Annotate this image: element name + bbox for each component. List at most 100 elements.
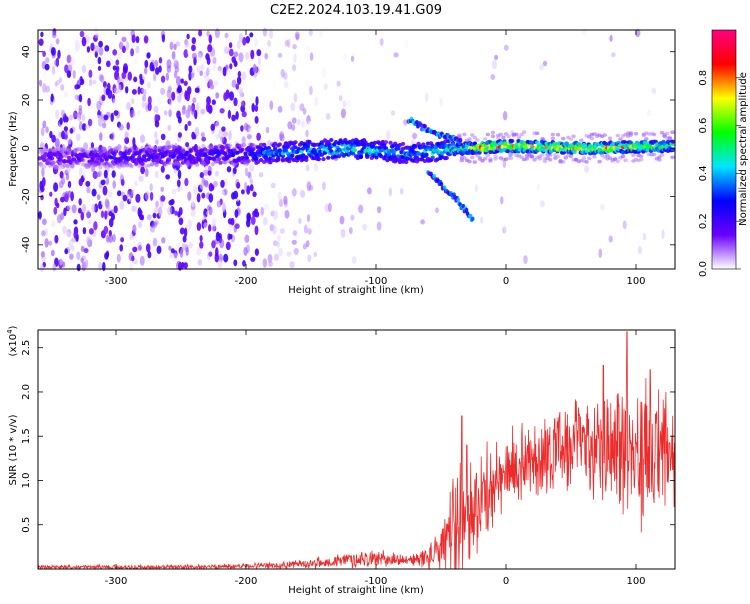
- spectrogram-cell: [166, 59, 172, 69]
- spectrogram-cell: [171, 188, 177, 195]
- spectrogram-cell: [350, 55, 355, 62]
- spectrogram-cell: [628, 140, 633, 145]
- spectrogram-cell: [70, 164, 75, 169]
- spectrogram-cell: [119, 244, 124, 252]
- y-tick-label: 2.0: [21, 384, 32, 400]
- spectrogram-cell: [238, 87, 244, 94]
- spectrogram-cell: [153, 207, 160, 213]
- spectrogram-cell: [400, 141, 406, 146]
- spectrogram-cell: [561, 160, 566, 164]
- spectrogram-cell: [57, 93, 63, 103]
- spectrogram-cell: [444, 156, 449, 160]
- spectrogram-cell: [297, 118, 301, 126]
- spectrogram-cell: [210, 123, 216, 131]
- spectrogram-cell: [628, 133, 633, 137]
- spectrogram-cell: [404, 39, 409, 50]
- spectrogram-cell: [470, 216, 475, 221]
- spectrogram-cell: [191, 52, 197, 60]
- snr-background: [38, 330, 675, 569]
- spectrogram-cell: [602, 133, 607, 137]
- spectrogram-cell: [187, 120, 192, 127]
- spectrogram-cell: [208, 193, 214, 203]
- spectrogram-cell: [247, 171, 251, 179]
- spectrogram-cell: [269, 100, 274, 110]
- spectrogram-cell: [388, 140, 393, 145]
- spectrogram-cell: [245, 51, 250, 60]
- spectrogram-cell: [234, 209, 239, 218]
- spectrogram-cell: [97, 56, 102, 65]
- colorbar-gradient: [711, 29, 737, 270]
- spectrogram-cell: [88, 69, 93, 78]
- spectrogram-cell: [175, 242, 180, 250]
- spectrogram-cell: [529, 154, 535, 158]
- spectrogram-cell: [215, 120, 221, 129]
- spectrogram-cell: [376, 206, 382, 214]
- spectrogram-cell: [272, 240, 278, 247]
- spectrogram-cell: [62, 225, 67, 234]
- spectrogram-cell: [470, 133, 475, 137]
- spectrogram-cell: [490, 130, 496, 135]
- spectrogram-cell: [306, 181, 312, 192]
- colorbar-label: Normalized spectral amplitude: [738, 72, 749, 226]
- spectrogram-cell: [254, 225, 259, 236]
- spectrogram-cell: [254, 104, 259, 112]
- spectrogram-cell: [199, 70, 203, 77]
- spectrogram-cell: [180, 78, 185, 84]
- spectrogram-cell: [81, 36, 87, 47]
- spectrogram-cell: [118, 84, 122, 94]
- spectrogram-cell: [250, 256, 256, 262]
- spectrogram-cell: [78, 178, 83, 187]
- spectrogram-cell: [210, 184, 215, 191]
- spectrogram-cell: [184, 178, 189, 187]
- spectrogram-cell: [234, 223, 240, 229]
- spectrogram-cell: [233, 259, 238, 267]
- spectrogram-cell: [284, 186, 289, 196]
- y-tick-label: -20: [21, 188, 32, 204]
- spectrogram-cell: [309, 52, 314, 61]
- spectrogram-cell: [277, 191, 282, 201]
- spectrogram-cell: [112, 65, 117, 71]
- spectrogram-cell: [490, 134, 496, 138]
- spectrogram-cell: [622, 220, 627, 230]
- spectrogram-cell: [228, 48, 234, 57]
- spectrogram-cell: [412, 132, 418, 140]
- spectrogram-cell: [62, 192, 68, 198]
- spectrogram-cell: [149, 225, 156, 233]
- spectrogram-cell: [66, 70, 72, 79]
- spectrogram-cell: [201, 136, 207, 142]
- spectrogram-cell: [51, 65, 56, 75]
- spectrogram-cell: [243, 181, 248, 191]
- spectrogram-cell: [105, 235, 110, 243]
- spectrogram-cell: [424, 92, 429, 103]
- spectrogram-cell: [496, 135, 501, 140]
- spectrogram-cell: [96, 194, 101, 200]
- spectrogram-cell: [293, 167, 297, 174]
- spectrogram-cell: [254, 116, 259, 124]
- spectrogram-cell: [154, 139, 159, 145]
- spectrogram-cell: [177, 163, 183, 168]
- spectrogram-cell: [92, 79, 97, 85]
- spectrogram-cell: [659, 153, 665, 157]
- spectrogram-cell: [502, 160, 507, 168]
- spectrogram-cell: [190, 208, 196, 218]
- spectrogram-cell: [166, 160, 172, 165]
- x-tick-label: -100: [365, 276, 388, 287]
- spectrogram-frame: [37, 29, 676, 270]
- spectrogram-cell: [190, 236, 195, 244]
- spectrogram-cell: [419, 122, 423, 128]
- spectrogram-cell: [199, 182, 205, 190]
- spectrogram-cell: [539, 64, 544, 71]
- spectrogram-cell: [542, 60, 548, 67]
- spectrogram-cell: [133, 76, 138, 83]
- spectrogram-cell: [500, 196, 504, 205]
- spectrogram-cell: [225, 64, 229, 70]
- spectrogram-cell: [143, 35, 149, 44]
- spectrogram-cell: [51, 134, 56, 143]
- spectrogram-cell: [100, 210, 105, 219]
- spectrogram-cell: [201, 192, 206, 199]
- spectrogram-cell: [348, 227, 353, 235]
- spectrogram-cell: [340, 108, 346, 119]
- spectrogram-cell: [244, 167, 249, 177]
- spectrogram-cell: [210, 162, 215, 167]
- spectrogram-cell: [516, 135, 522, 139]
